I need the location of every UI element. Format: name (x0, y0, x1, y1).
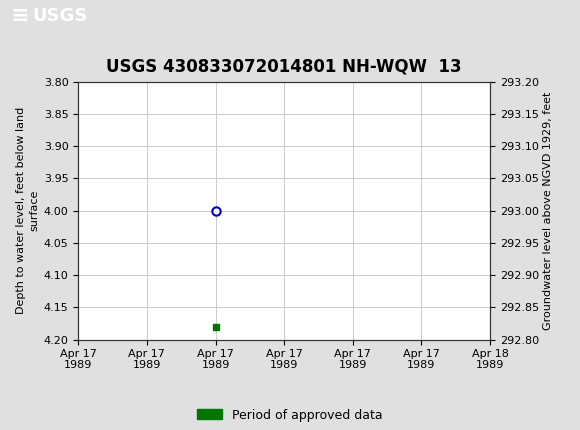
Text: ≡: ≡ (10, 6, 29, 26)
Y-axis label: Groundwater level above NGVD 1929, feet: Groundwater level above NGVD 1929, feet (543, 92, 553, 330)
Legend: Period of approved data: Period of approved data (197, 408, 383, 421)
Title: USGS 430833072014801 NH-WQW  13: USGS 430833072014801 NH-WQW 13 (106, 58, 462, 76)
Y-axis label: Depth to water level, feet below land
surface: Depth to water level, feet below land su… (16, 107, 39, 314)
Text: USGS: USGS (32, 7, 87, 25)
